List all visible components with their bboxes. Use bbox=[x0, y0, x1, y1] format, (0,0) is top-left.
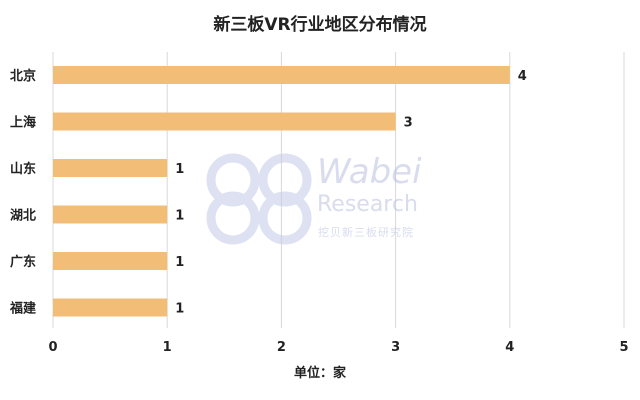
x-tick-label: 0 bbox=[48, 340, 57, 355]
category-label: 山东 bbox=[10, 161, 36, 177]
bar bbox=[53, 159, 168, 177]
value-label: 1 bbox=[175, 162, 184, 177]
value-label: 4 bbox=[518, 69, 527, 84]
chart-title: 新三板VR行业地区分布情况 bbox=[213, 15, 427, 35]
bar bbox=[53, 66, 510, 84]
bar bbox=[53, 252, 168, 270]
watermark-3-icon bbox=[206, 153, 312, 245]
watermark-cn: 挖贝新三板研究院 bbox=[318, 226, 414, 239]
x-tick-label: 2 bbox=[277, 340, 286, 355]
category-label: 广东 bbox=[10, 254, 36, 270]
value-label: 1 bbox=[175, 209, 184, 224]
x-axis-label: 单位：家 bbox=[293, 366, 346, 381]
bars bbox=[53, 66, 510, 317]
watermark-sub: Research bbox=[317, 192, 418, 217]
value-label: 1 bbox=[175, 255, 184, 270]
category-label: 福建 bbox=[9, 301, 36, 317]
x-tick-label: 5 bbox=[619, 340, 628, 355]
labels: 0 1 2 3 4 5 北京 4 上海 3 山东 1 湖北 1 广东 1 福建 1 bbox=[9, 68, 629, 355]
x-tick-label: 4 bbox=[505, 340, 514, 355]
value-label: 3 bbox=[404, 116, 413, 131]
bar bbox=[53, 298, 168, 317]
bar bbox=[53, 112, 396, 131]
category-label: 上海 bbox=[10, 115, 36, 131]
x-tick-label: 1 bbox=[163, 340, 172, 355]
value-label: 1 bbox=[175, 302, 184, 317]
bar bbox=[53, 205, 168, 224]
x-tick-label: 3 bbox=[391, 340, 400, 355]
category-label: 湖北 bbox=[10, 209, 36, 224]
watermark-logo: Wabei Research 挖贝新三板研究院 bbox=[205, 150, 445, 250]
grid-lines bbox=[52, 52, 625, 328]
category-label: 北京 bbox=[10, 68, 36, 84]
watermark-word: Wabei bbox=[317, 152, 422, 192]
